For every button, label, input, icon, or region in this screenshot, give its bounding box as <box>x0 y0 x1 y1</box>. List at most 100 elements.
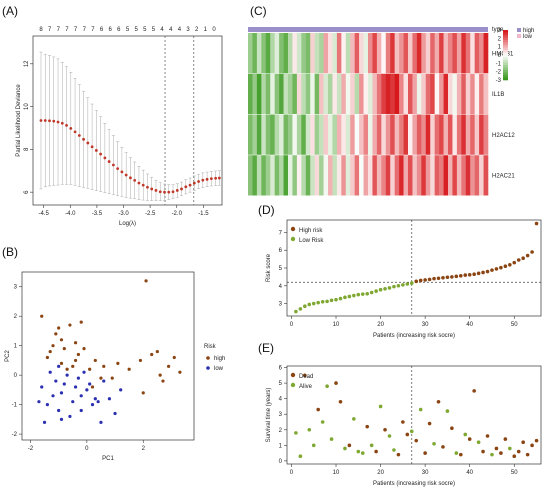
data-point-dead <box>423 451 427 455</box>
data-point-high-risk <box>485 269 490 274</box>
heatmap-cell <box>385 155 391 196</box>
heatmap-cell <box>336 155 342 196</box>
heatmap-cell <box>261 73 267 114</box>
data-point <box>192 181 196 185</box>
top-axis-label: 7 <box>65 27 69 33</box>
data-point-alive <box>360 451 365 455</box>
top-axis-label: 5 <box>152 27 156 33</box>
x-tick-label: 40 <box>466 470 473 476</box>
data-point-high-risk <box>512 260 517 265</box>
legend-swatch <box>290 226 296 232</box>
y-tick-label: 1 <box>279 443 283 449</box>
heatmap-cell <box>332 155 338 196</box>
data-point-dead <box>516 449 521 454</box>
heatmap-cell <box>248 73 253 114</box>
data-point-high-risk <box>508 263 512 267</box>
data-point-high-risk <box>467 272 472 277</box>
data-point <box>56 120 60 124</box>
data-point-high-risk <box>481 270 485 275</box>
data-point-low <box>93 397 97 401</box>
heatmap-cell <box>483 73 489 114</box>
data-point-high <box>90 385 95 389</box>
data-point-high <box>73 358 78 363</box>
y-tick-label: 2 <box>279 428 283 434</box>
heatmap-cell <box>265 114 271 155</box>
heatmap-cell <box>328 73 333 114</box>
heatmap-cell <box>399 73 404 114</box>
heatmap-cell <box>430 155 435 196</box>
heatmap-cell <box>474 33 480 74</box>
color-scale-label: 1 <box>498 45 502 51</box>
y-tick-label: 4 <box>279 284 283 290</box>
heatmap-cell <box>434 33 440 74</box>
top-axis-label: 0 <box>212 27 216 33</box>
x-axis-label: PC1 <box>102 456 114 462</box>
y-axis-label: PC2 <box>5 350 11 362</box>
data-point-low <box>37 400 41 404</box>
heatmap-cell <box>341 33 347 74</box>
heatmap-cell <box>296 73 302 114</box>
data-point-dead <box>530 443 534 448</box>
y-tick-label: 0 <box>14 373 18 379</box>
x-tick-label: 50 <box>511 470 518 476</box>
data-point-high <box>127 367 131 371</box>
data-point-high <box>68 323 72 327</box>
heatmap-cell <box>248 33 253 74</box>
data-point-high-risk <box>418 278 423 283</box>
data-point-alive <box>343 446 347 451</box>
data-point-low-risk <box>334 297 338 302</box>
y-axis-label: Risk score <box>266 253 272 282</box>
x-tick-label: -4.5 <box>38 211 49 217</box>
heatmap-cell <box>350 33 355 74</box>
data-point-high-risk <box>463 273 468 277</box>
data-point <box>120 170 124 174</box>
heatmap-cell <box>274 33 280 74</box>
data-point-low-risk <box>325 299 329 304</box>
heatmap-cell <box>443 114 449 155</box>
heatmap-cell <box>328 114 333 155</box>
data-point <box>39 119 43 122</box>
data-point <box>180 187 183 191</box>
heatmap-cell <box>314 73 320 114</box>
x-axis-label: Log(λ) <box>119 221 136 227</box>
heatmap-cell <box>479 73 484 114</box>
heatmap-cell <box>394 155 400 196</box>
heatmap-cell <box>359 33 364 74</box>
data-point-low <box>59 391 64 395</box>
heatmap-cell <box>416 114 422 155</box>
plot-frame <box>286 365 542 465</box>
plot-frame <box>21 271 195 441</box>
data-point-low <box>76 376 80 380</box>
heatmap-cell <box>421 155 427 196</box>
heatmap-cell <box>381 114 387 155</box>
heatmap-cell <box>416 73 422 114</box>
color-scale-step <box>503 32 508 36</box>
heatmap-cell <box>416 155 422 196</box>
data-point-alive <box>454 451 459 455</box>
data-point-high <box>172 355 176 360</box>
data-point-low <box>48 370 52 374</box>
data-point-alive <box>369 443 374 448</box>
data-point-high-risk <box>423 278 427 282</box>
data-point-low-risk <box>374 289 378 293</box>
heatmap-cell <box>385 114 391 155</box>
color-scale-step <box>503 62 508 66</box>
data-point-high-risk <box>534 221 539 226</box>
panel-label-a: (A) <box>2 4 18 18</box>
data-point <box>167 190 171 194</box>
heatmap-cell <box>274 114 280 155</box>
data-point-low-risk <box>303 304 307 309</box>
x-tick-label: 0 <box>290 322 294 328</box>
top-axis-label: 6 <box>109 27 113 33</box>
heatmap-cell <box>283 114 289 155</box>
color-scale-step <box>503 40 508 43</box>
data-point-high <box>79 320 83 324</box>
data-point-dead <box>481 449 485 454</box>
data-point <box>171 190 175 194</box>
heatmap-cell <box>252 114 258 155</box>
data-point-low-risk <box>378 287 383 292</box>
heatmap-cell <box>336 33 342 74</box>
data-point-high <box>45 355 49 360</box>
data-point-alive <box>432 441 436 446</box>
legend-label-high: high <box>214 356 225 362</box>
